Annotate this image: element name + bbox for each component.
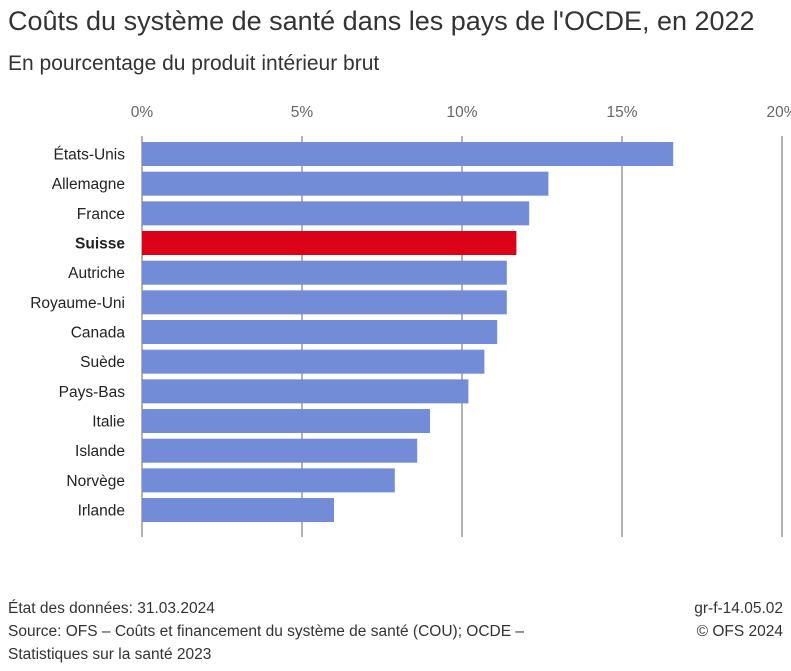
category-label: Suède bbox=[80, 354, 125, 371]
x-tick-label: 5% bbox=[291, 104, 314, 121]
bar-pays-bas bbox=[142, 379, 469, 404]
bar-canada bbox=[142, 320, 498, 345]
category-label: France bbox=[77, 206, 125, 223]
category-label: Suisse bbox=[75, 236, 125, 253]
bar-france bbox=[142, 201, 530, 226]
category-label: Allemagne bbox=[52, 176, 125, 193]
category-label: Irlande bbox=[78, 503, 125, 520]
source-line-2: Statistiques sur la santé 2023 bbox=[8, 646, 212, 663]
category-label: États-Unis bbox=[54, 147, 126, 164]
source-line-1: Source: OFS – Coûts et financement du sy… bbox=[8, 623, 525, 640]
bar-italie bbox=[142, 409, 430, 434]
bar-chart: 0% 5% 10% 15% 20% États-Unis Allemagne France Su… bbox=[30, 104, 791, 537]
footer-right: gr-f-14.05.02 © OFS 2024 bbox=[694, 597, 783, 643]
category-label: Canada bbox=[71, 325, 126, 342]
data-state: État des données: 31.03.2024 bbox=[8, 600, 215, 617]
bar-allemagne bbox=[142, 171, 549, 196]
chart-subtitle: En pourcentage du produit intérieur brut bbox=[8, 52, 380, 75]
bar-norv-ge bbox=[142, 468, 395, 493]
x-tick-label: 10% bbox=[446, 104, 477, 121]
bar-su-de bbox=[142, 349, 485, 374]
x-tick-label: 0% bbox=[131, 104, 154, 121]
bar-autriche bbox=[142, 260, 507, 285]
chart-title: Coûts du système de santé dans les pays … bbox=[8, 6, 755, 36]
category-label: Islande bbox=[75, 443, 125, 460]
bar-royaume-uni bbox=[142, 290, 507, 315]
x-tick-label: 20% bbox=[766, 104, 791, 121]
bar-suisse bbox=[142, 231, 517, 256]
bar-islande bbox=[142, 438, 418, 463]
category-label: Pays-Bas bbox=[59, 384, 126, 401]
category-label: Italie bbox=[92, 414, 125, 431]
bar-irlande bbox=[142, 498, 334, 523]
chart-code: gr-f-14.05.02 bbox=[694, 600, 783, 617]
footer-left: État des données: 31.03.2024 Source: OFS… bbox=[8, 597, 524, 666]
copyright: © OFS 2024 bbox=[696, 623, 783, 640]
category-label: Norvège bbox=[66, 473, 125, 490]
category-label: Royaume-Uni bbox=[30, 295, 125, 312]
category-label: Autriche bbox=[68, 265, 125, 282]
bar--tats-unis bbox=[142, 142, 674, 166]
x-tick-label: 15% bbox=[606, 104, 637, 121]
